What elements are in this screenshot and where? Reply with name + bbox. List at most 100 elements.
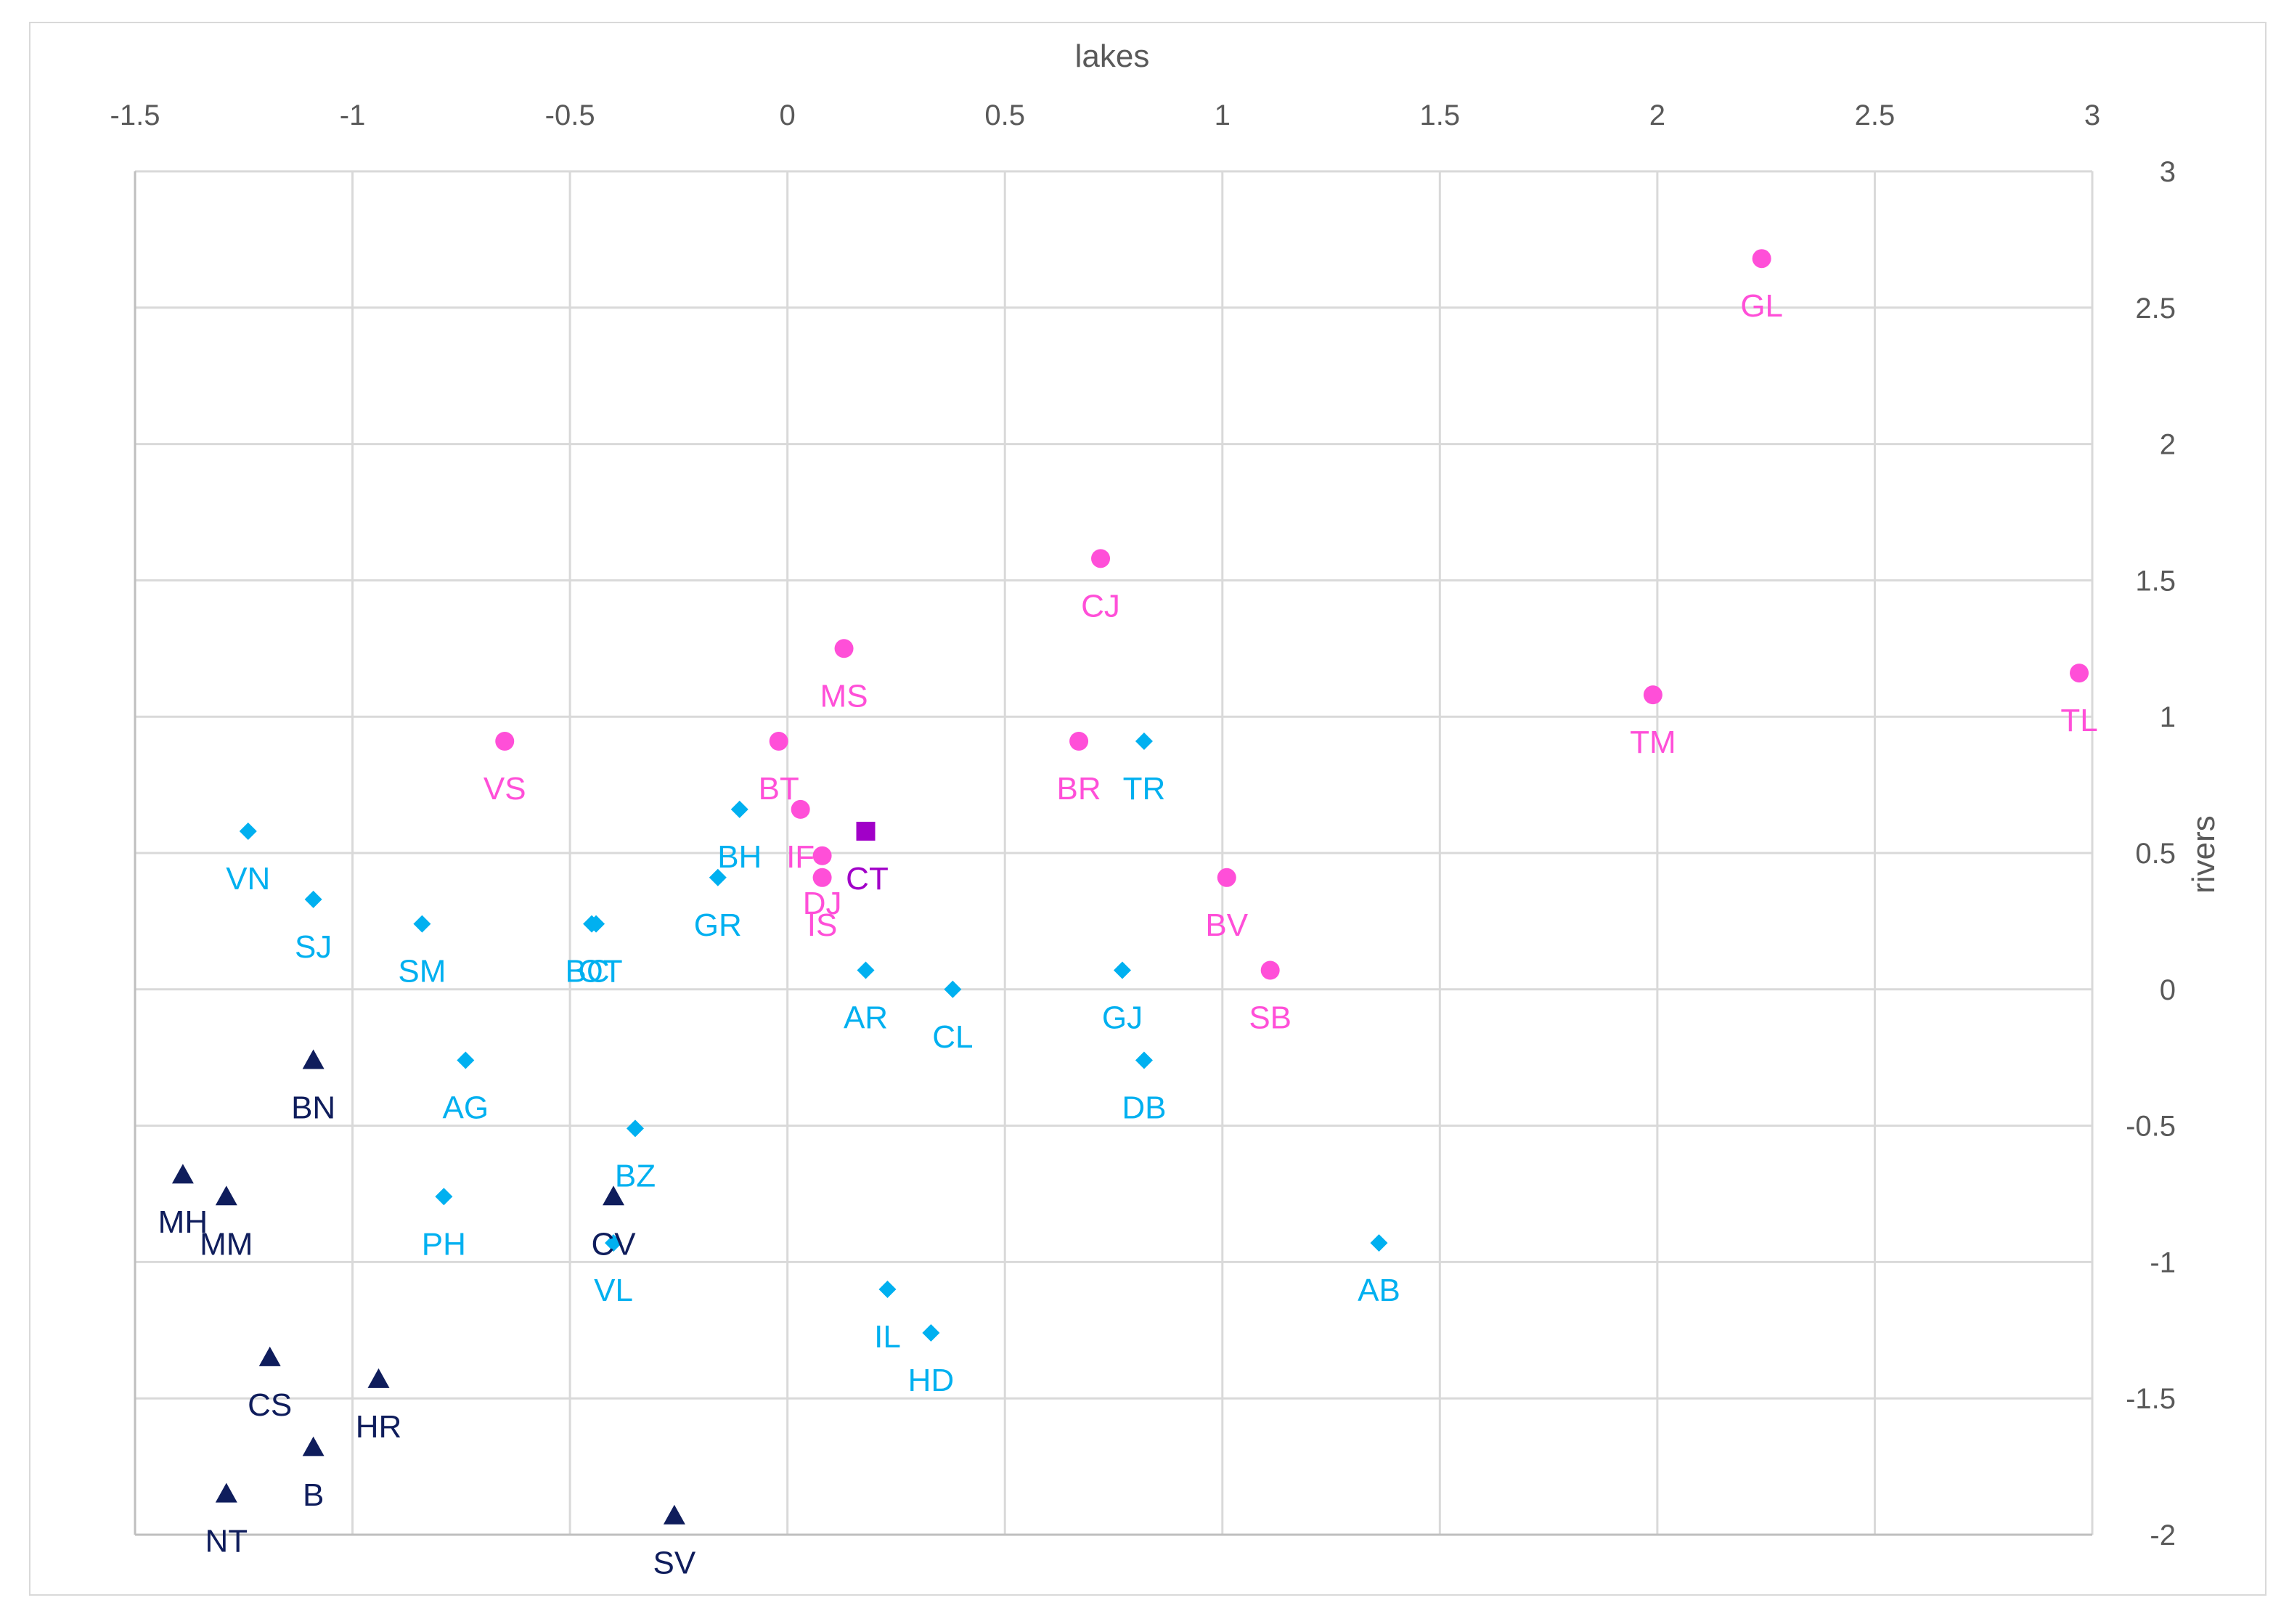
point-label-mh: MH bbox=[158, 1204, 208, 1240]
point-cv bbox=[603, 1186, 625, 1206]
point-label-is: IS bbox=[807, 907, 838, 943]
y-tick-label: 1 bbox=[2160, 701, 2176, 733]
point-tm bbox=[1643, 685, 1662, 705]
y-tick-label: 2 bbox=[2160, 429, 2176, 461]
point-label-b: B bbox=[303, 1477, 324, 1513]
point-if bbox=[791, 799, 810, 819]
point-label-bz: BZ bbox=[615, 1158, 656, 1193]
point-label-hr: HR bbox=[356, 1409, 402, 1445]
point-gr bbox=[709, 868, 727, 886]
point-bz bbox=[626, 1119, 644, 1138]
point-ms bbox=[834, 639, 854, 658]
point-is bbox=[812, 868, 832, 887]
x-tick-label: 0 bbox=[780, 99, 796, 131]
point-label-sv: SV bbox=[653, 1546, 696, 1581]
point-label-sj: SJ bbox=[295, 929, 332, 965]
point-tl bbox=[2070, 664, 2089, 683]
point-label-cl: CL bbox=[932, 1019, 973, 1055]
point-label-cs: CS bbox=[248, 1387, 292, 1423]
point-label-bv: BV bbox=[1205, 907, 1248, 943]
point-label-gj: GJ bbox=[1102, 1000, 1143, 1036]
point-gj bbox=[1113, 961, 1131, 979]
point-tr bbox=[1135, 733, 1153, 751]
point-label-if: IF bbox=[786, 839, 815, 875]
point-label-ms: MS bbox=[820, 678, 868, 714]
x-tick-label: 0.5 bbox=[984, 99, 1025, 131]
point-label-tl: TL bbox=[2060, 703, 2097, 738]
chart-frame: -1.5 -1 -0.5 0 0.5 1 1.5 2 2.5 3 3 2.5 2 1.5 1 0.5 0 -0.5… bbox=[29, 22, 2266, 1596]
point-il bbox=[878, 1280, 897, 1298]
y-axis-title: rivers bbox=[2186, 815, 2221, 894]
point-label-gl: GL bbox=[1740, 288, 1783, 324]
x-tick-label: -1 bbox=[340, 99, 366, 131]
point-bv bbox=[1217, 868, 1236, 887]
grid-lines bbox=[134, 170, 2094, 1536]
point-cs bbox=[258, 1346, 281, 1366]
x-axis-title: lakes bbox=[1075, 38, 1150, 74]
point-label-bn: BN bbox=[291, 1090, 335, 1125]
point-label-nt: NT bbox=[205, 1524, 248, 1559]
point-label-bt: BT bbox=[759, 771, 799, 807]
point-label-gr: GR bbox=[694, 907, 742, 943]
y-tick-label: -0.5 bbox=[2126, 1111, 2176, 1143]
point-label-vn: VN bbox=[226, 861, 270, 897]
point-ag bbox=[457, 1051, 475, 1069]
scatter-chart: -1.5 -1 -0.5 0 0.5 1 1.5 2 2.5 3 3 2.5 2 1.5 1 0.5 0 -0.5… bbox=[110, 38, 2221, 1581]
tick-labels: -1.5 -1 -0.5 0 0.5 1 1.5 2 2.5 3 3 2.5 2 1.5 1 0.5 0 -0.5… bbox=[110, 99, 2176, 1551]
point-label-hd: HD bbox=[908, 1363, 955, 1398]
x-tick-label: -1.5 bbox=[110, 99, 160, 131]
point-ct bbox=[856, 821, 876, 841]
point-label-ot: OT bbox=[579, 954, 623, 990]
point-vl bbox=[605, 1234, 623, 1252]
x-tick-label: 3 bbox=[2084, 99, 2100, 131]
point-sj bbox=[304, 890, 322, 908]
point-ph bbox=[435, 1188, 453, 1206]
point-label-cv: CV bbox=[591, 1226, 636, 1262]
point-label-vs: VS bbox=[483, 771, 526, 807]
y-tick-label: -1 bbox=[2150, 1246, 2176, 1278]
point-sv bbox=[663, 1504, 685, 1525]
point-label-bc: BC bbox=[566, 954, 610, 990]
point-sb bbox=[1260, 960, 1280, 980]
point-cl bbox=[944, 980, 962, 998]
point-label-ct: CT bbox=[846, 861, 889, 897]
data-points bbox=[171, 249, 2089, 1525]
point-label-ab: AB bbox=[1358, 1273, 1400, 1308]
point-label-sb: SB bbox=[1249, 1000, 1292, 1036]
point-label-bh: BH bbox=[717, 839, 762, 875]
y-tick-label: 0.5 bbox=[2135, 838, 2176, 870]
point-vn bbox=[239, 822, 257, 840]
point-bt bbox=[769, 732, 788, 751]
point-mm bbox=[215, 1186, 237, 1206]
point-bh bbox=[730, 800, 748, 818]
point-sm bbox=[413, 915, 431, 933]
x-tick-label: 2.5 bbox=[1855, 99, 1896, 131]
point-b bbox=[302, 1436, 325, 1456]
point-ar bbox=[857, 961, 875, 979]
point-label-tr: TR bbox=[1123, 771, 1166, 807]
point-mh bbox=[171, 1164, 194, 1184]
point-hd bbox=[922, 1324, 940, 1342]
point-hr bbox=[367, 1368, 390, 1388]
y-tick-label: 3 bbox=[2160, 156, 2176, 188]
x-tick-label: 1 bbox=[1215, 99, 1231, 131]
point-label-br: BR bbox=[1057, 771, 1101, 807]
point-bn bbox=[302, 1049, 325, 1069]
point-label-dj: DJ bbox=[803, 886, 842, 921]
y-tick-label: 2.5 bbox=[2135, 293, 2176, 325]
point-label-ar: AR bbox=[844, 1000, 888, 1036]
point-ab bbox=[1370, 1234, 1388, 1252]
point-br bbox=[1069, 732, 1089, 751]
point-label-ag: AG bbox=[443, 1090, 489, 1125]
point-db bbox=[1135, 1051, 1153, 1069]
point-label-sm: SM bbox=[398, 954, 446, 990]
point-cj bbox=[1091, 549, 1111, 568]
point-vs bbox=[495, 732, 515, 751]
point-label-tm: TM bbox=[1630, 725, 1676, 760]
point-gl bbox=[1752, 249, 1771, 269]
axes bbox=[134, 171, 2092, 1536]
point-label-db: DB bbox=[1122, 1090, 1166, 1125]
point-ot bbox=[587, 915, 605, 933]
point-label-mm: MM bbox=[200, 1226, 253, 1262]
